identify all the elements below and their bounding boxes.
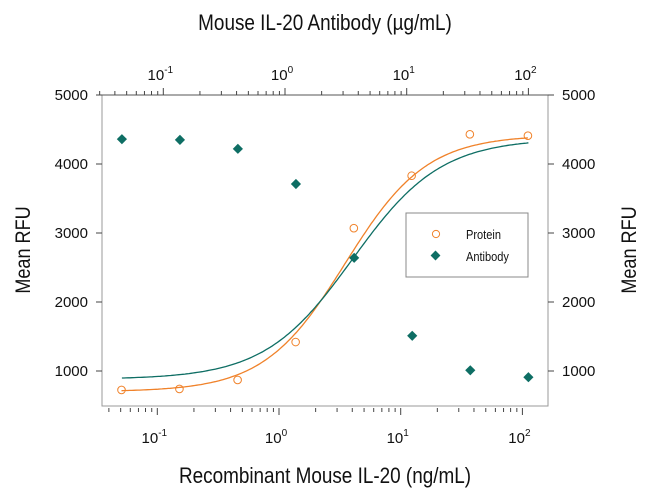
y-axis-title: Mean RFU bbox=[12, 206, 36, 293]
x-axis-title: Recombinant Mouse IL-20 (ng/mL) bbox=[179, 464, 471, 489]
legend-protein-label: Protein bbox=[466, 227, 501, 242]
legend-protein-marker bbox=[431, 229, 441, 239]
protein-point bbox=[291, 337, 300, 347]
y-axis-right-tick-label: 3000 bbox=[562, 225, 595, 242]
y-axis-right-tick-label: 1000 bbox=[562, 363, 595, 380]
fit-curves bbox=[121, 137, 529, 392]
y-axis-tick-label: 2000 bbox=[55, 294, 88, 311]
antibody-point bbox=[290, 178, 302, 190]
antibody-point bbox=[174, 134, 186, 145]
y-axis-right-tick-label: 5000 bbox=[562, 87, 595, 104]
y-axis-right-tick-label: 4000 bbox=[562, 156, 595, 173]
protein-point bbox=[349, 223, 359, 233]
legend-antibody-marker bbox=[430, 250, 441, 261]
x-axis-tick-label: 100 bbox=[265, 428, 288, 447]
top-axis-tick-label: 102 bbox=[514, 65, 537, 84]
legend: Protein Antibody bbox=[405, 212, 529, 278]
top-axis-tick-label: 100 bbox=[271, 65, 294, 84]
axes: 10-1 100 101 102 10-1 100 101 102 1000 1000 2000 20… bbox=[55, 65, 596, 447]
top-axis-title: Mouse IL-20 Antibody (µg/mL) bbox=[198, 11, 452, 36]
x-axis-tick-label: 102 bbox=[508, 428, 531, 447]
y-axis-tick-label: 4000 bbox=[55, 156, 88, 173]
y-axis-tick-label: 5000 bbox=[55, 87, 88, 104]
x-axis-tick-label: 101 bbox=[387, 428, 410, 447]
protein-point bbox=[117, 385, 126, 395]
top-axis-tick-label: 10-1 bbox=[148, 65, 174, 84]
antibody-point bbox=[465, 365, 476, 376]
protein-point bbox=[175, 384, 184, 394]
antibody-point bbox=[116, 134, 128, 145]
x-axis-tick-label: 10-1 bbox=[142, 428, 168, 447]
antibody-point bbox=[523, 372, 534, 383]
protein-point bbox=[407, 171, 416, 181]
y-axis-tick-label: 1000 bbox=[55, 363, 88, 380]
protein-point bbox=[233, 375, 242, 385]
y-axis-tick-label: 3000 bbox=[55, 225, 88, 242]
data-points bbox=[116, 130, 534, 395]
protein-point bbox=[523, 131, 533, 141]
antibody-point bbox=[232, 143, 243, 154]
top-axis-tick-label: 101 bbox=[393, 65, 416, 84]
antibody-point bbox=[349, 252, 360, 263]
legend-box bbox=[405, 212, 529, 278]
legend-antibody-label: Antibody bbox=[466, 249, 509, 264]
y-axis-right-tick-label: 2000 bbox=[562, 294, 595, 311]
protein-point bbox=[465, 130, 475, 139]
antibody-fit-curve bbox=[121, 142, 529, 379]
antibody-point bbox=[407, 330, 418, 341]
y-axis-title-right: Mean RFU bbox=[618, 206, 642, 293]
